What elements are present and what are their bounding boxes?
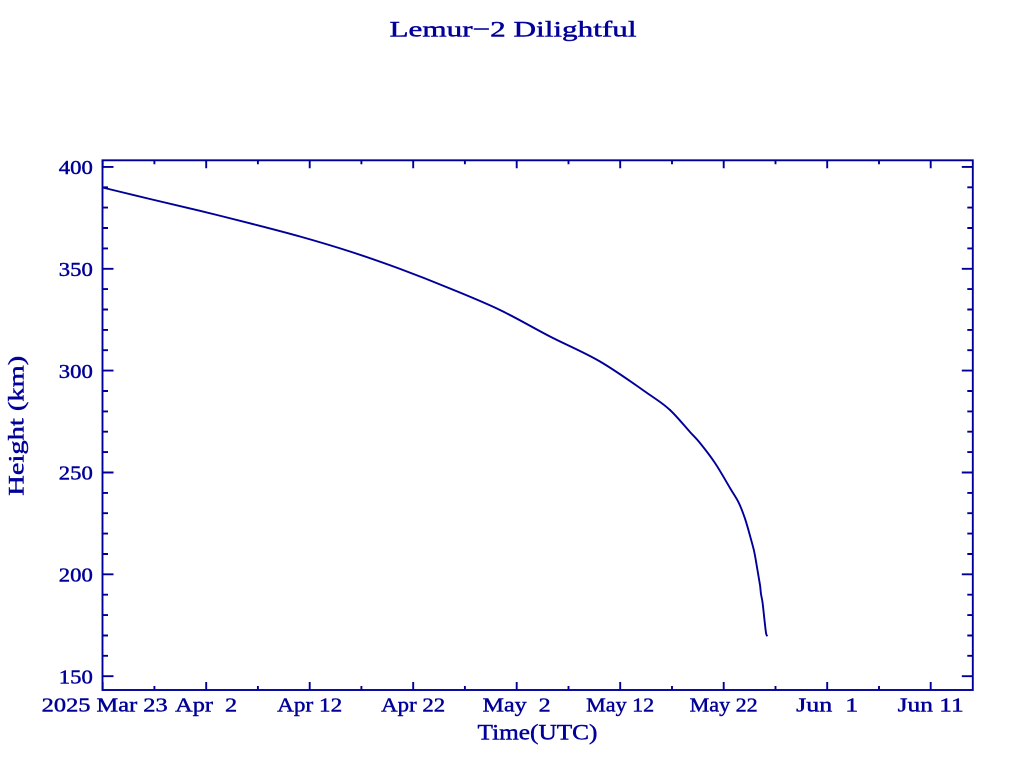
svg-text:Height (km): Height (km): [4, 356, 29, 496]
svg-text:250: 250: [59, 463, 93, 485]
svg-text:Jun 1: Jun 1: [796, 695, 858, 717]
svg-text:Jun 11: Jun 11: [898, 695, 964, 717]
svg-text:200: 200: [59, 565, 93, 587]
svg-text:300: 300: [59, 361, 93, 383]
svg-text:150: 150: [59, 666, 93, 688]
svg-text:Lemur−2 Dilightful: Lemur−2 Dilightful: [390, 17, 637, 42]
svg-text:Apr 22: Apr 22: [381, 695, 445, 717]
svg-text:Time(UTC): Time(UTC): [478, 719, 598, 744]
svg-text:Apr 2: Apr 2: [175, 695, 237, 717]
svg-text:400: 400: [59, 157, 93, 179]
svg-text:May 12: May 12: [586, 695, 654, 717]
svg-text:2025 Mar 23: 2025 Mar 23: [42, 695, 168, 717]
svg-text:350: 350: [59, 259, 93, 281]
svg-text:Apr 12: Apr 12: [277, 695, 342, 717]
svg-text:May 22: May 22: [690, 695, 758, 717]
svg-text:May 2: May 2: [483, 695, 551, 717]
